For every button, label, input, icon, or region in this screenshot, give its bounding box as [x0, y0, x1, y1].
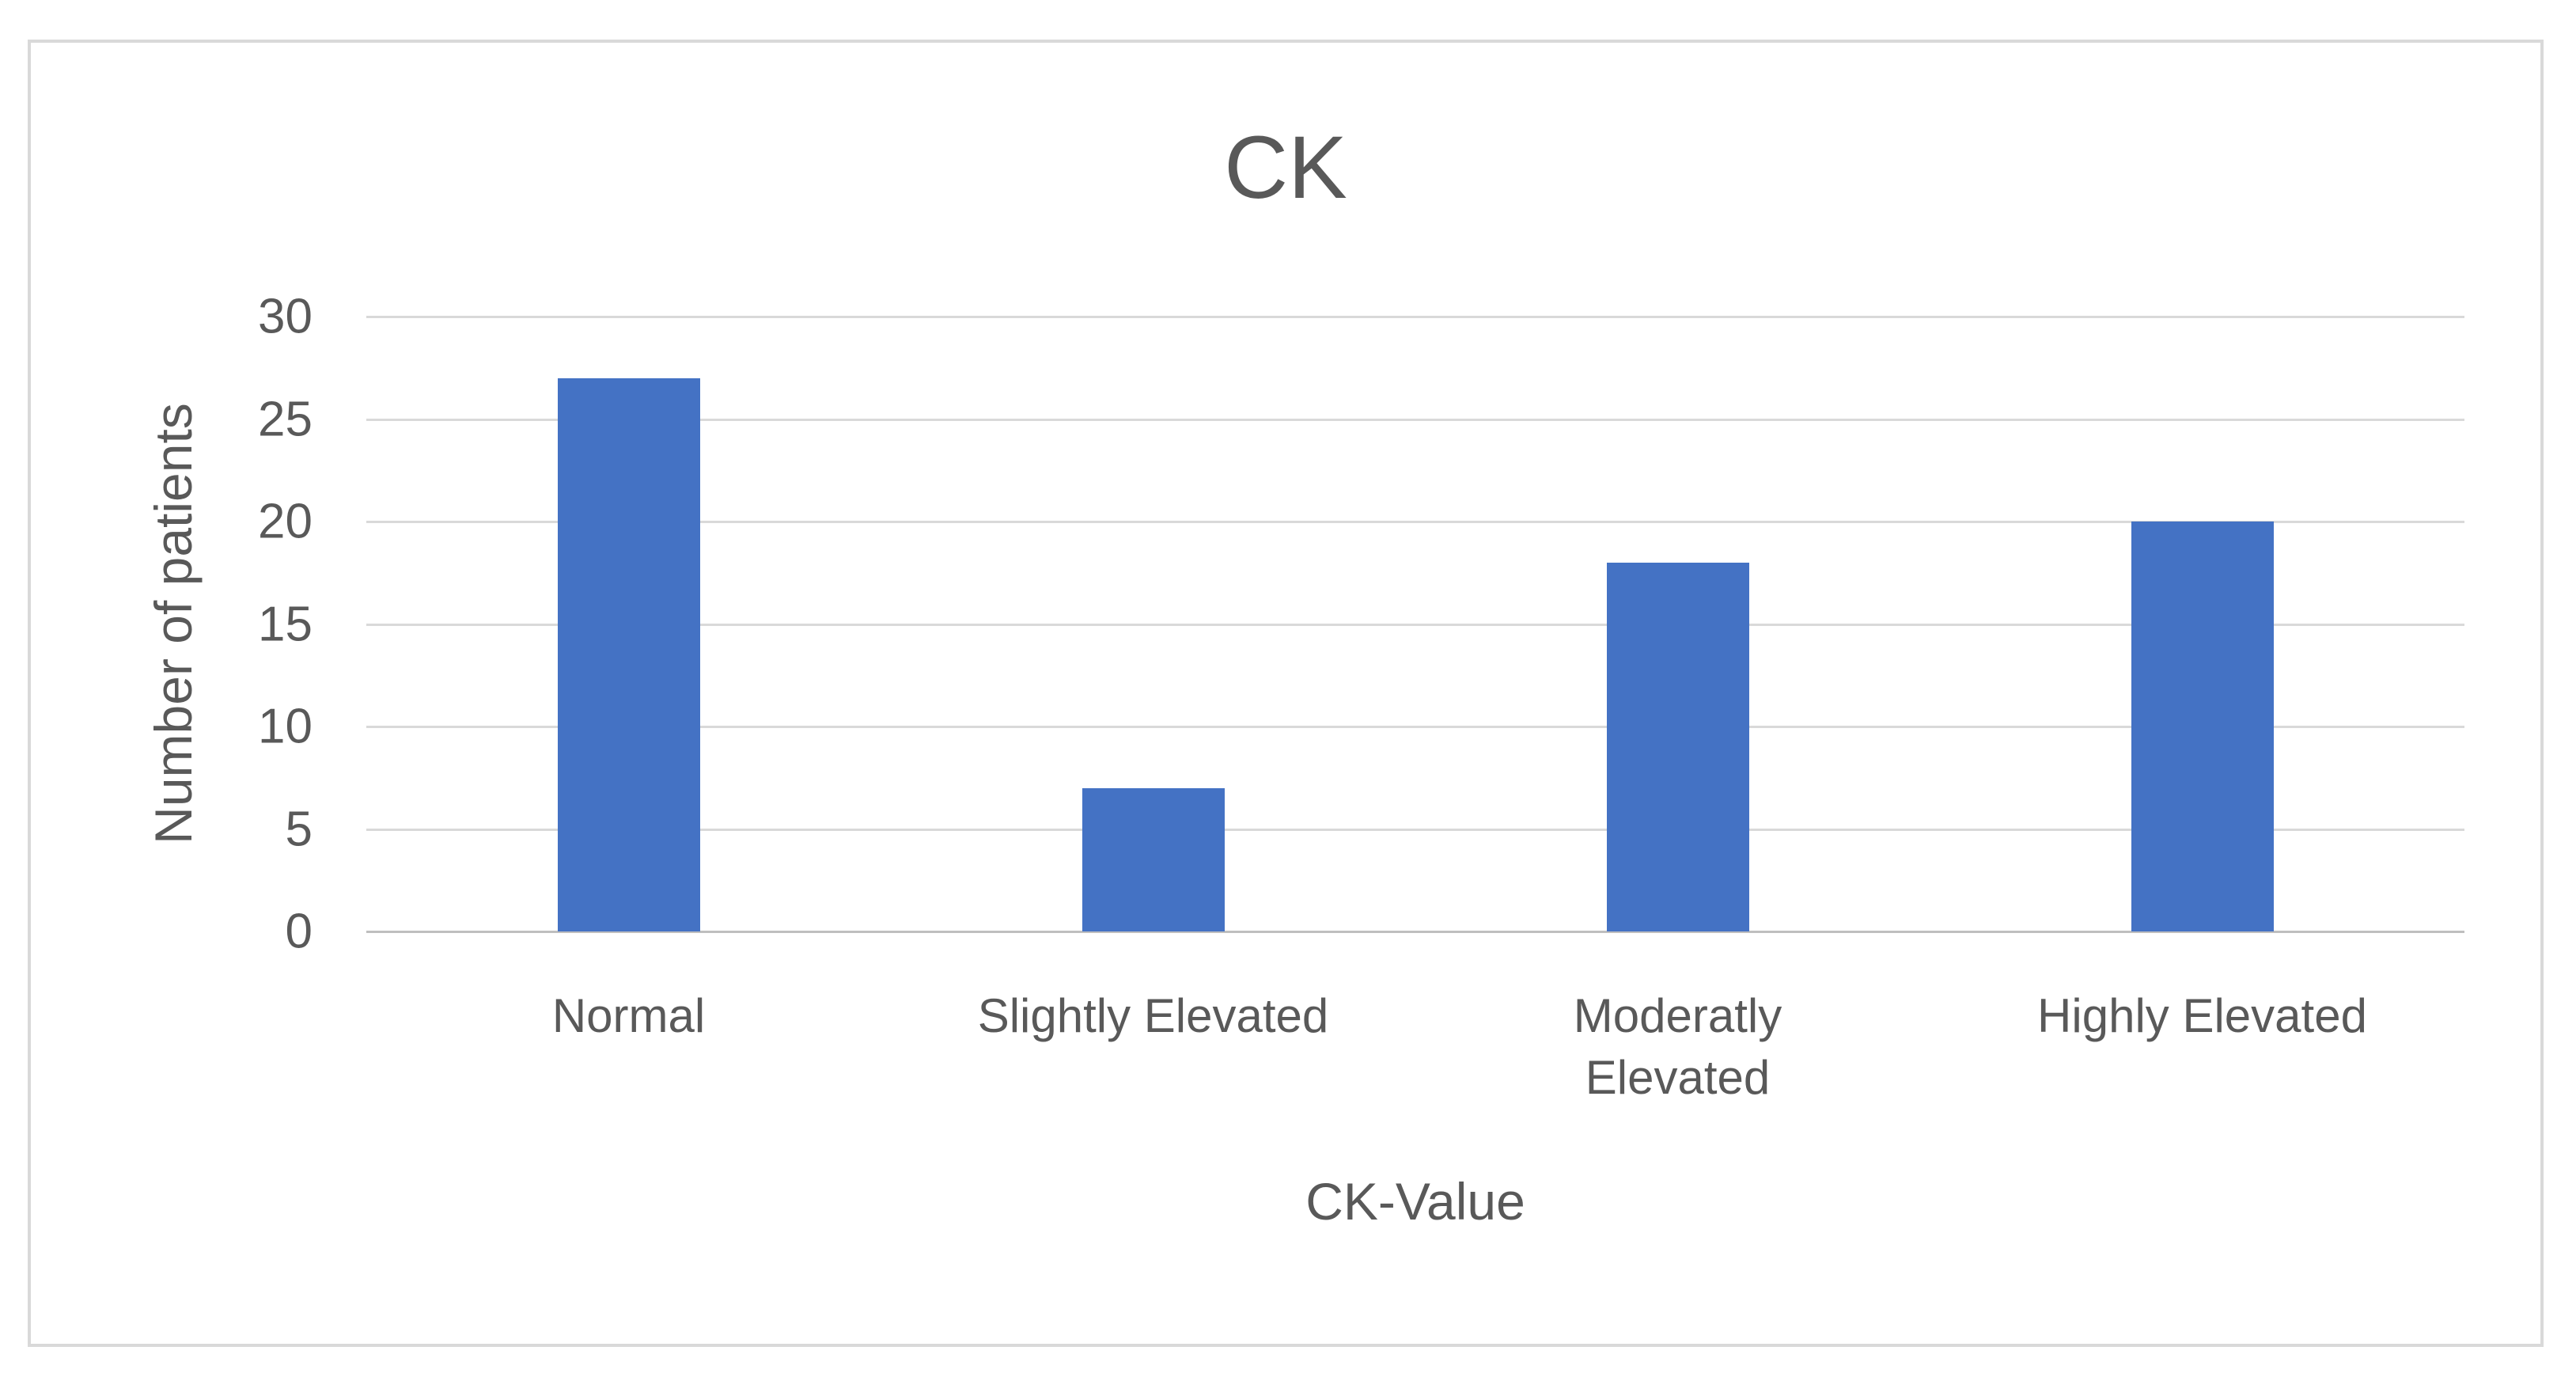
gridline [366, 828, 2464, 831]
x-axis-title: CK-Value [1305, 1172, 1525, 1231]
y-tick-label: 0 [285, 904, 313, 959]
y-tick-label: 30 [258, 289, 313, 344]
bar-slot [366, 317, 891, 931]
gridline [366, 418, 2464, 421]
x-category-label: Normal [551, 989, 706, 1042]
gridline [366, 521, 2464, 523]
x-axis-category-labels: Normal Slightly Elevated Moderatly Elevate… [366, 985, 2464, 1109]
x-axis-line [366, 931, 2464, 933]
x-category-label: Highly Elevated [2037, 989, 2367, 1042]
chart-frame [28, 40, 2544, 1347]
gridline [366, 726, 2464, 728]
bar-normal [557, 377, 700, 931]
bar-series [366, 317, 2464, 931]
chart-title: CK [1224, 118, 1347, 217]
y-tick-label: 5 [285, 802, 313, 856]
x-category-label: Slightly Elevated [977, 989, 1329, 1042]
y-tick-label: 25 [258, 392, 313, 446]
y-tick-label: 20 [258, 494, 313, 549]
gridline [366, 623, 2464, 626]
bar-slightly-elevated [1082, 787, 1225, 931]
y-axis-tick-labels: 0 5 10 15 20 25 30 [0, 290, 313, 959]
bar-slot [1415, 317, 1940, 931]
bar-slot [891, 317, 1415, 931]
y-tick-label: 10 [258, 699, 313, 754]
gridline [366, 316, 2464, 318]
bar-slot [1940, 317, 2464, 931]
bar-highly-elevated [2131, 522, 2274, 931]
x-category-label: Moderatly Elevated [1573, 989, 1782, 1104]
bar-moderatly-elevated [1606, 562, 1749, 931]
plot-area [366, 316, 2464, 933]
y-tick-label: 15 [258, 597, 313, 651]
